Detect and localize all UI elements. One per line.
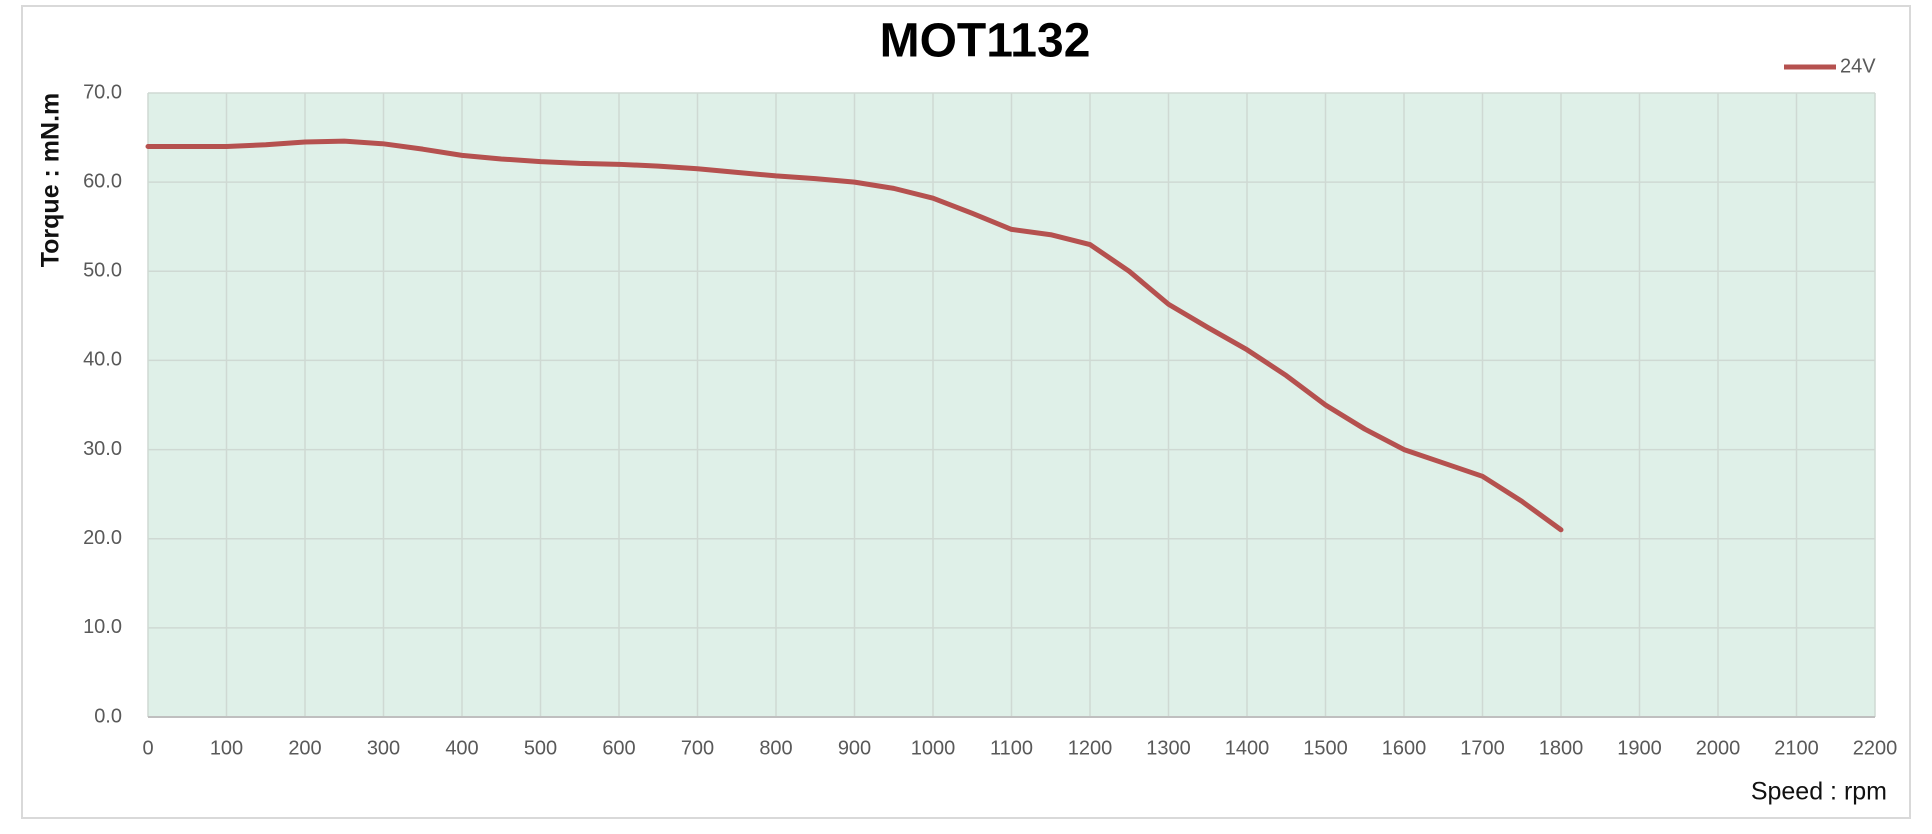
y-tick-label: 60.0 [83, 170, 122, 192]
x-tick-label: 2000 [1696, 737, 1741, 759]
x-tick-label: 300 [367, 737, 400, 759]
x-tick-label: 2200 [1853, 737, 1898, 759]
x-tick-label: 700 [681, 737, 714, 759]
x-tick-label: 500 [524, 737, 557, 759]
x-tick-label: 200 [288, 737, 321, 759]
x-tick-label: 1100 [990, 737, 1033, 759]
y-axis-title: Torque : mN.m [37, 93, 65, 268]
x-tick-label: 900 [838, 737, 871, 759]
y-tick-label: 70.0 [83, 81, 122, 103]
x-tick-label: 1500 [1303, 737, 1348, 759]
x-tick-label: 1800 [1539, 737, 1584, 759]
x-tick-label: 600 [602, 737, 635, 759]
x-tick-label: 1900 [1617, 737, 1662, 759]
x-tick-label: 0 [142, 737, 153, 759]
x-tick-label: 1400 [1225, 737, 1270, 759]
x-tick-label: 1300 [1146, 737, 1191, 759]
x-tick-label: 1200 [1068, 737, 1113, 759]
y-tick-label: 50.0 [83, 260, 122, 282]
y-tick-label: 0.0 [94, 705, 122, 727]
data-line [145, 138, 1564, 533]
x-tick-label: 1600 [1382, 737, 1427, 759]
x-tick-label: 800 [759, 737, 792, 759]
x-tick-label: 400 [445, 737, 478, 759]
x-axis-title: Speed : rpm [1751, 778, 1887, 806]
y-tick-label: 10.0 [83, 616, 122, 638]
x-tick-label: 1700 [1460, 737, 1505, 759]
chart-title: MOT1132 [880, 15, 1091, 68]
legend-label: 24V [1840, 55, 1876, 77]
x-tick-label: 1000 [911, 737, 956, 759]
x-tick-label: 100 [210, 737, 243, 759]
y-tick-label: 40.0 [83, 349, 122, 371]
x-tick-label: 2100 [1774, 737, 1819, 759]
y-tick-label: 30.0 [83, 438, 122, 460]
y-tick-label: 20.0 [83, 527, 122, 549]
